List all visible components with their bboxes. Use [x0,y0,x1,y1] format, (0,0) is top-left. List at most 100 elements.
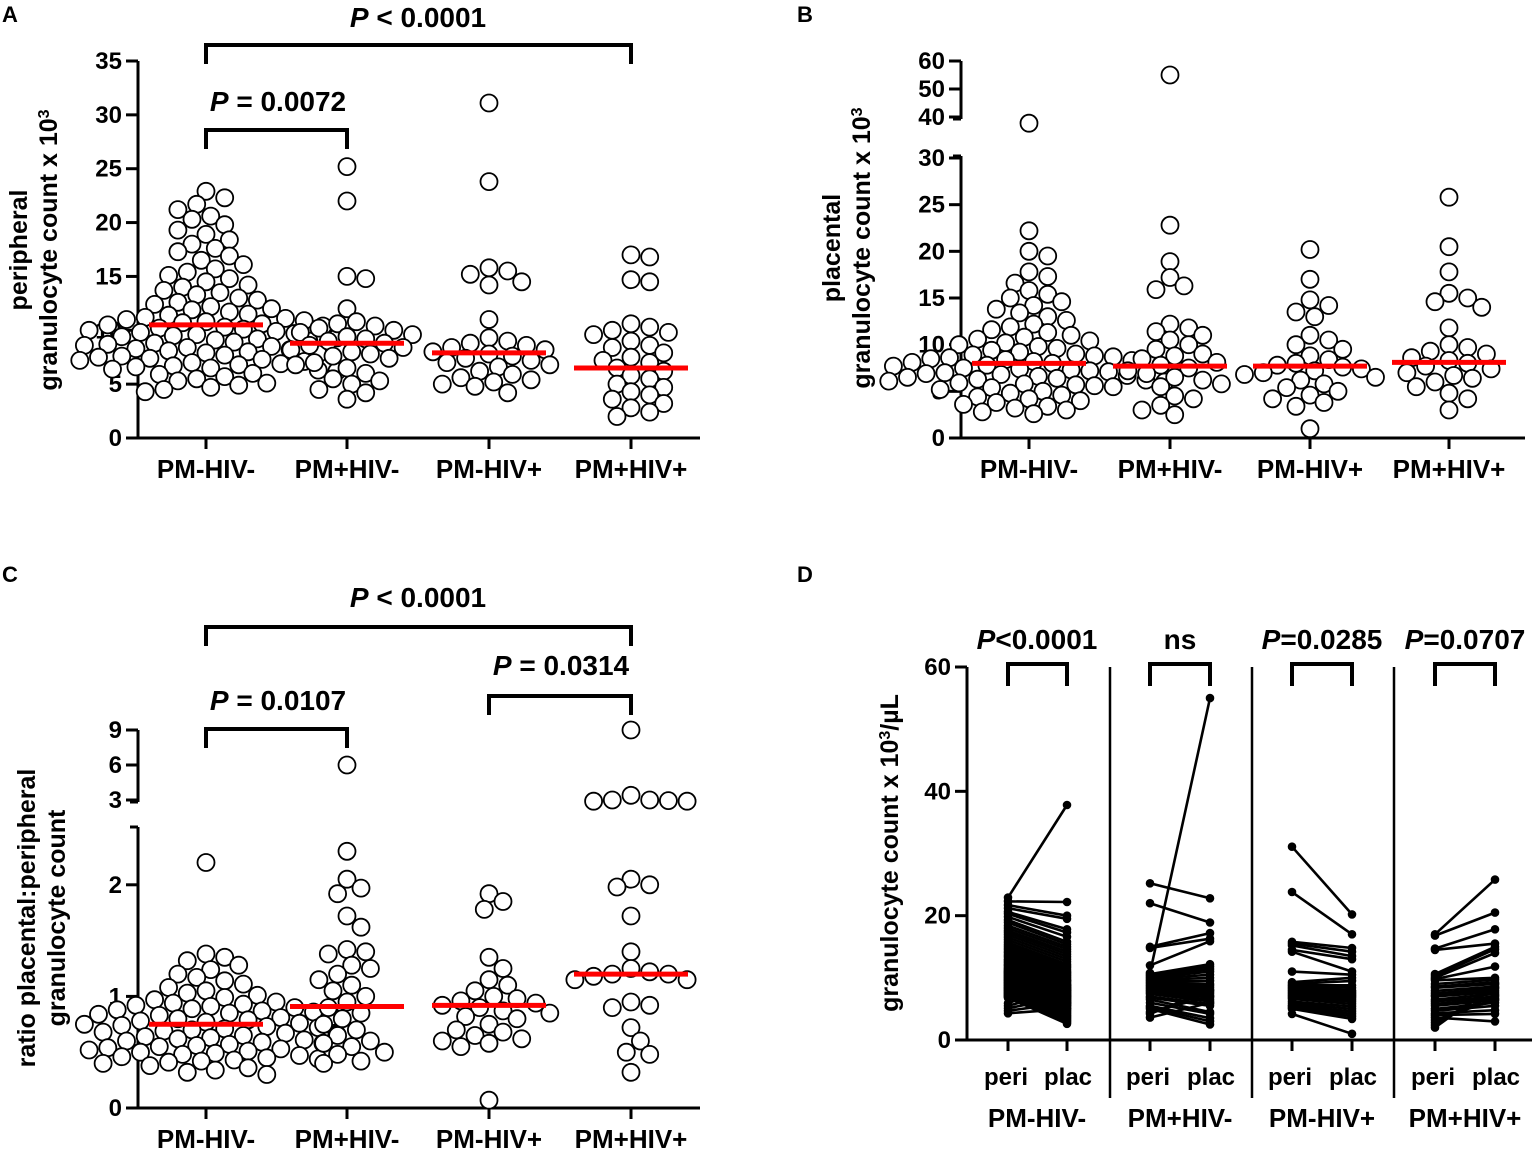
paired-line [1434,878,1496,936]
data-point [131,1042,150,1062]
data-point [1300,325,1320,345]
data-point [328,314,348,334]
data-point [1103,377,1123,397]
data-point [1458,389,1478,409]
data-point [602,389,622,409]
paired-line [1291,1000,1353,1008]
data-point [201,377,221,397]
paired-line [1291,970,1353,976]
paired-line [1291,1002,1353,1011]
data-point [328,1026,348,1045]
data-point [493,959,513,978]
paired-line [1291,979,1353,986]
data-point [163,993,183,1013]
data-point [584,791,603,811]
data-point [879,371,899,391]
data-point [379,348,399,368]
p-value-label: P<0.0001 [977,624,1098,655]
data-point [168,371,188,391]
data-point [1005,398,1025,418]
data-point [356,269,376,289]
data-point [1314,393,1334,412]
data-point [112,346,132,366]
paired-line [1149,989,1211,1016]
x-tick-label: PM-HIV- [980,454,1078,484]
data-point [1019,113,1039,133]
paired-line [1007,943,1068,968]
data-point [949,335,969,355]
x-tick-label: PM-HIV- [157,1124,255,1153]
data-point [365,316,385,336]
data-point [112,1016,132,1035]
y-tick-label: 15 [95,263,122,290]
data-point [621,245,641,265]
data-point [201,960,221,979]
data-point [196,224,216,244]
data-point [219,1003,239,1023]
data-point [1305,307,1325,327]
y-axis-label-line: peripheral [5,190,33,311]
data-point-peri [1287,967,1297,976]
paired-line [1149,984,1211,989]
data-point [1439,283,1459,303]
x-tick-label: PM-HIV+ [1257,454,1363,484]
data-point [1319,330,1339,350]
paired-line [1007,931,1068,956]
data-point [219,269,239,289]
data-point [168,242,188,262]
data-point [1439,237,1459,257]
data-point [1472,297,1492,317]
paired-line [1291,976,1353,984]
data-point [215,345,235,365]
paired-line [1007,933,1068,958]
data-point [1019,221,1039,241]
significance-bracket [204,128,349,149]
data-point-plac [1062,976,1072,986]
paired-line [1291,940,1353,950]
data-point [479,947,499,967]
data-point-plac [1347,910,1357,919]
y-tick-label: 35 [95,48,122,75]
x-tick-label: PM+HIV+ [575,454,688,484]
paired-line [1149,973,1211,981]
group-label: PM-HIV+ [1269,1103,1375,1133]
data-point [446,1020,466,1040]
paired-line [1291,985,1353,990]
data-point [98,315,118,335]
data-point [168,1029,188,1049]
data-point [187,369,207,389]
data-point [1328,381,1348,401]
data-point [314,1033,334,1053]
data-point [607,407,627,426]
data-point-plac [1205,986,1215,995]
data-point [621,1018,641,1037]
data-point [1052,292,1072,312]
data-point [1019,241,1039,261]
paired-line [1007,918,1068,944]
data-point-plac [1347,1014,1357,1024]
data-point [1047,368,1067,388]
data-point [328,884,348,904]
paired-line [1007,938,1068,963]
x-tick-label-plac: plac [1044,1064,1092,1091]
data-point [229,955,249,975]
significance-bracket [1433,662,1497,686]
data-point [602,998,622,1017]
data-point [1165,405,1185,425]
x-tick-label: PM+HIV+ [1393,454,1506,484]
data-point-plac [1490,948,1500,958]
paired-line [1007,979,1068,1005]
y-tick-label: 60 [924,654,951,681]
data-point [1038,267,1058,286]
data-point-peri [1145,961,1155,970]
paired-line [1007,912,1068,934]
data-point [1439,318,1459,338]
paired-line [1149,976,1211,982]
data-point [479,1090,499,1110]
y-tick-label: 2 [109,872,122,899]
y-axis-label: placentalgranulocyte count x 103 [818,107,876,388]
data-point [621,785,641,805]
data-point-plac [1490,979,1500,989]
data-point-plac [1490,990,1500,1000]
paired-line [1149,1001,1211,1019]
